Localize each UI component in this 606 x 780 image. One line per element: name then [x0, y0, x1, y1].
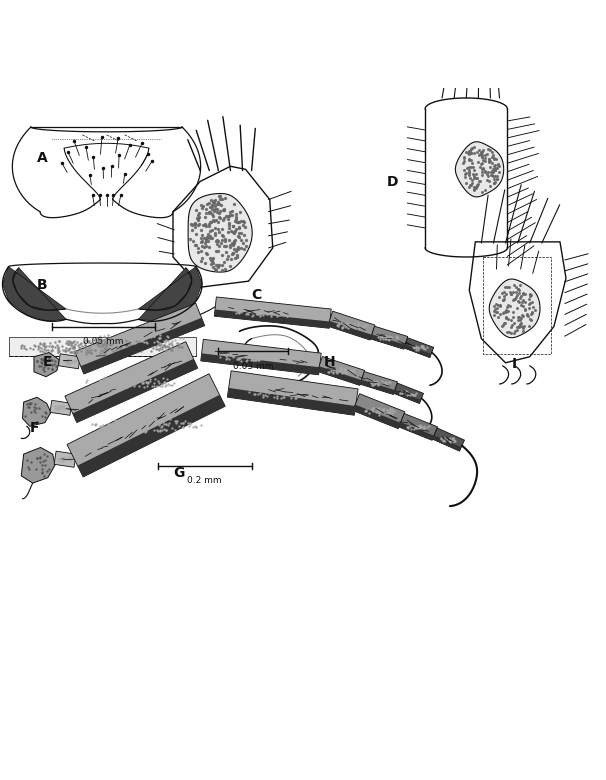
Polygon shape — [2, 267, 66, 321]
Polygon shape — [215, 310, 330, 328]
Polygon shape — [227, 388, 356, 415]
Polygon shape — [81, 317, 205, 374]
Polygon shape — [78, 395, 225, 477]
Text: F: F — [30, 421, 39, 435]
Polygon shape — [22, 397, 51, 427]
Polygon shape — [34, 353, 59, 377]
Text: D: D — [387, 176, 398, 190]
Polygon shape — [65, 342, 198, 423]
Text: G: G — [173, 466, 184, 480]
Polygon shape — [54, 451, 76, 467]
Polygon shape — [399, 422, 434, 440]
Polygon shape — [393, 383, 424, 403]
Text: B: B — [37, 278, 48, 292]
Polygon shape — [361, 380, 395, 395]
Text: 0.05 mm: 0.05 mm — [83, 338, 124, 346]
Polygon shape — [188, 193, 252, 272]
Polygon shape — [489, 279, 540, 338]
Polygon shape — [73, 359, 198, 423]
Polygon shape — [432, 428, 464, 451]
Polygon shape — [328, 321, 372, 340]
Text: I: I — [511, 356, 517, 370]
Text: E: E — [43, 355, 53, 369]
Polygon shape — [425, 109, 507, 248]
Polygon shape — [173, 166, 273, 287]
Polygon shape — [201, 339, 321, 375]
Polygon shape — [58, 354, 80, 369]
Text: C: C — [251, 289, 262, 303]
Polygon shape — [201, 353, 319, 375]
Polygon shape — [67, 374, 225, 477]
Polygon shape — [456, 142, 504, 197]
Polygon shape — [227, 370, 358, 415]
Polygon shape — [370, 326, 408, 349]
Polygon shape — [370, 335, 405, 349]
Polygon shape — [404, 338, 434, 357]
Polygon shape — [215, 297, 331, 328]
Polygon shape — [353, 405, 401, 429]
Polygon shape — [318, 367, 362, 385]
Polygon shape — [8, 338, 196, 356]
Text: H: H — [324, 355, 336, 369]
Polygon shape — [50, 400, 72, 415]
Polygon shape — [361, 371, 398, 395]
Polygon shape — [328, 311, 375, 340]
Polygon shape — [353, 394, 405, 429]
Polygon shape — [139, 267, 202, 321]
Polygon shape — [318, 356, 365, 385]
Polygon shape — [432, 435, 461, 451]
Polygon shape — [404, 345, 431, 357]
Polygon shape — [399, 413, 438, 440]
Polygon shape — [75, 303, 205, 374]
Text: A: A — [37, 151, 48, 165]
Polygon shape — [469, 242, 566, 363]
Text: 0.2 mm: 0.2 mm — [187, 477, 222, 485]
Text: 0.03 mm: 0.03 mm — [233, 362, 273, 370]
Polygon shape — [393, 390, 421, 403]
Polygon shape — [21, 448, 55, 483]
